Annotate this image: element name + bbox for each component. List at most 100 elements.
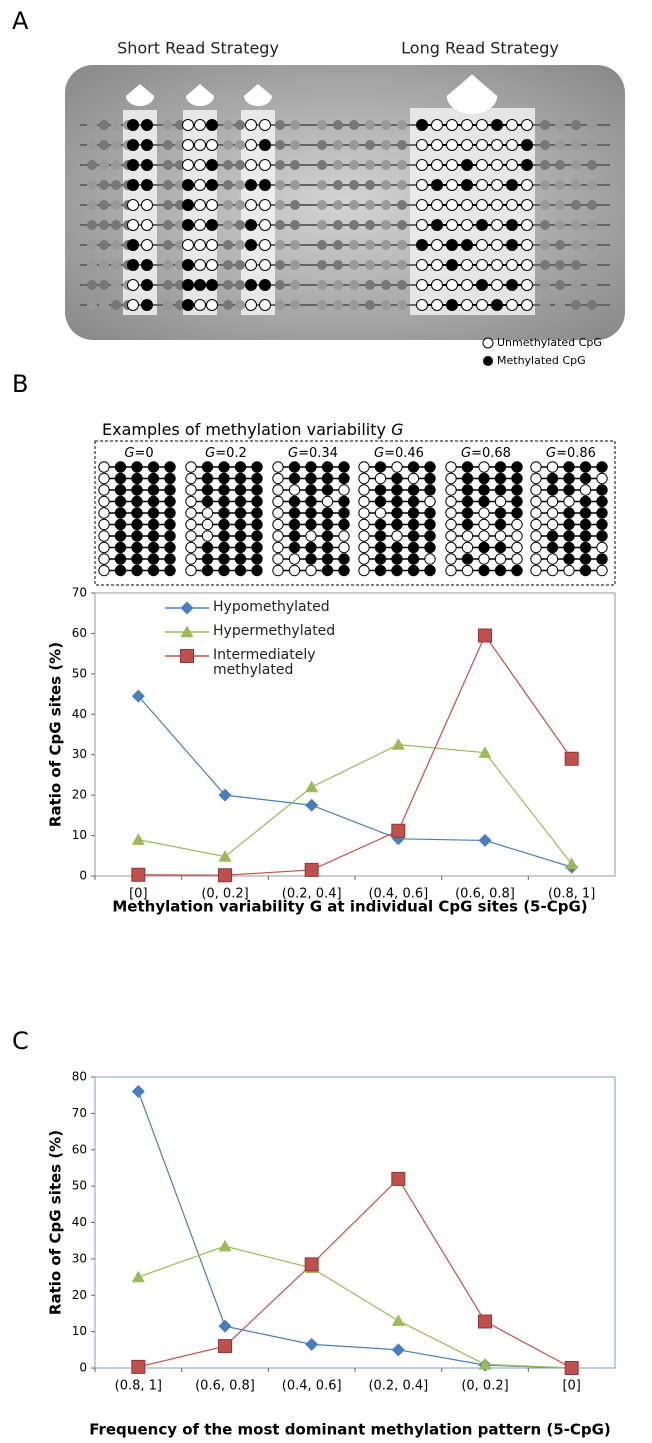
cpg-gray [99, 280, 109, 290]
cpg-gray [540, 220, 550, 230]
example-cpg [424, 507, 436, 519]
cpg-gray [555, 220, 565, 230]
example-cpg [546, 530, 559, 542]
cpg [446, 159, 458, 171]
example-cpg [338, 564, 350, 577]
cpg [521, 199, 533, 211]
example-cpg [391, 495, 403, 508]
cpg [476, 219, 488, 231]
example-cpg [358, 564, 370, 577]
y-tick-label: 60 [72, 626, 87, 640]
cpg [476, 119, 488, 131]
cpg-gray [333, 280, 343, 290]
example-cpg [338, 461, 350, 473]
example-cpg [445, 553, 457, 565]
example-cpg [511, 495, 523, 508]
example-cpg [234, 495, 247, 508]
example-cpg [511, 461, 523, 473]
example-cpg [563, 553, 575, 565]
example-cpg [511, 484, 523, 496]
cpg-gray [587, 300, 597, 310]
legend-marker [165, 601, 209, 615]
cpg [461, 259, 473, 271]
example-cpg [114, 495, 127, 508]
cpg [182, 199, 194, 211]
cpg [446, 199, 458, 211]
example-cpg [596, 530, 608, 542]
example-cpg [338, 472, 350, 485]
cpg-gray [290, 140, 300, 150]
example-cpg [546, 495, 559, 508]
example-cpg [596, 495, 608, 508]
example-cpg [424, 484, 436, 496]
example-cpg [579, 495, 592, 508]
y-axis-label: Ratio of CpG sites (%) [47, 642, 65, 827]
example-cpg [546, 507, 559, 519]
x-tick-label: (0.8, 1] [115, 1379, 162, 1394]
cpg [521, 179, 533, 191]
cpg [182, 159, 194, 171]
cpg-gray [163, 240, 173, 250]
series-line [137, 1091, 572, 1369]
cpg-gray [571, 280, 581, 290]
example-cpg [131, 518, 143, 531]
arrow-icon [244, 84, 272, 96]
legend-marker [165, 649, 209, 663]
example-cpg [424, 553, 436, 565]
cpg [259, 159, 271, 171]
example-cpg [596, 553, 608, 565]
cpg-gray [223, 180, 233, 190]
cpg [491, 139, 503, 151]
cpg-gray [365, 120, 375, 130]
example-cpg [251, 564, 263, 577]
cpg-gray [381, 300, 391, 310]
cpg [476, 279, 488, 291]
cpg [431, 219, 443, 231]
y-tick-label: 60 [72, 1142, 87, 1156]
cpg [141, 139, 153, 151]
cpg-gray [99, 220, 109, 230]
example-cpg [530, 541, 542, 554]
example-cpg [494, 495, 507, 508]
example-cpg [272, 553, 284, 565]
example-cpg [305, 530, 317, 542]
example-cpg [494, 530, 507, 542]
cpg [521, 139, 533, 151]
example-cpg [445, 461, 457, 473]
cpg-gray [317, 300, 327, 310]
example-cpg [424, 530, 436, 542]
cpg [141, 219, 153, 231]
cpg-gray [381, 180, 391, 190]
example-cpg [185, 518, 197, 531]
cpg [491, 219, 503, 231]
cpg-gray [540, 200, 550, 210]
example-cpg [445, 518, 457, 531]
example-cpg [114, 553, 127, 565]
cpg [245, 299, 257, 311]
example-cpg [272, 507, 284, 519]
cpg [506, 139, 518, 151]
example-cpg [391, 484, 403, 496]
arrow-icon [186, 84, 214, 96]
example-cpg [358, 553, 370, 565]
example-cpg [147, 472, 160, 485]
cpg-gray [111, 280, 121, 290]
marker [564, 751, 579, 766]
cpg [461, 179, 473, 191]
example-cpg [321, 530, 334, 542]
cpg [194, 279, 206, 291]
x-tick-label: [0] [129, 887, 147, 902]
example-cpg [288, 564, 301, 577]
cpg [521, 159, 533, 171]
x-tick-label: (0.4, 0.6] [368, 887, 428, 902]
examples-title-text: Examples of methylation variability [102, 420, 386, 439]
example-cpg [494, 472, 507, 485]
example-cpg [321, 564, 334, 577]
cpg-gray [223, 280, 233, 290]
cpg [461, 239, 473, 251]
marker [305, 798, 319, 812]
series-line [138, 743, 573, 865]
cpg-gray [163, 160, 173, 170]
cpg [491, 259, 503, 271]
cpg [182, 139, 194, 151]
